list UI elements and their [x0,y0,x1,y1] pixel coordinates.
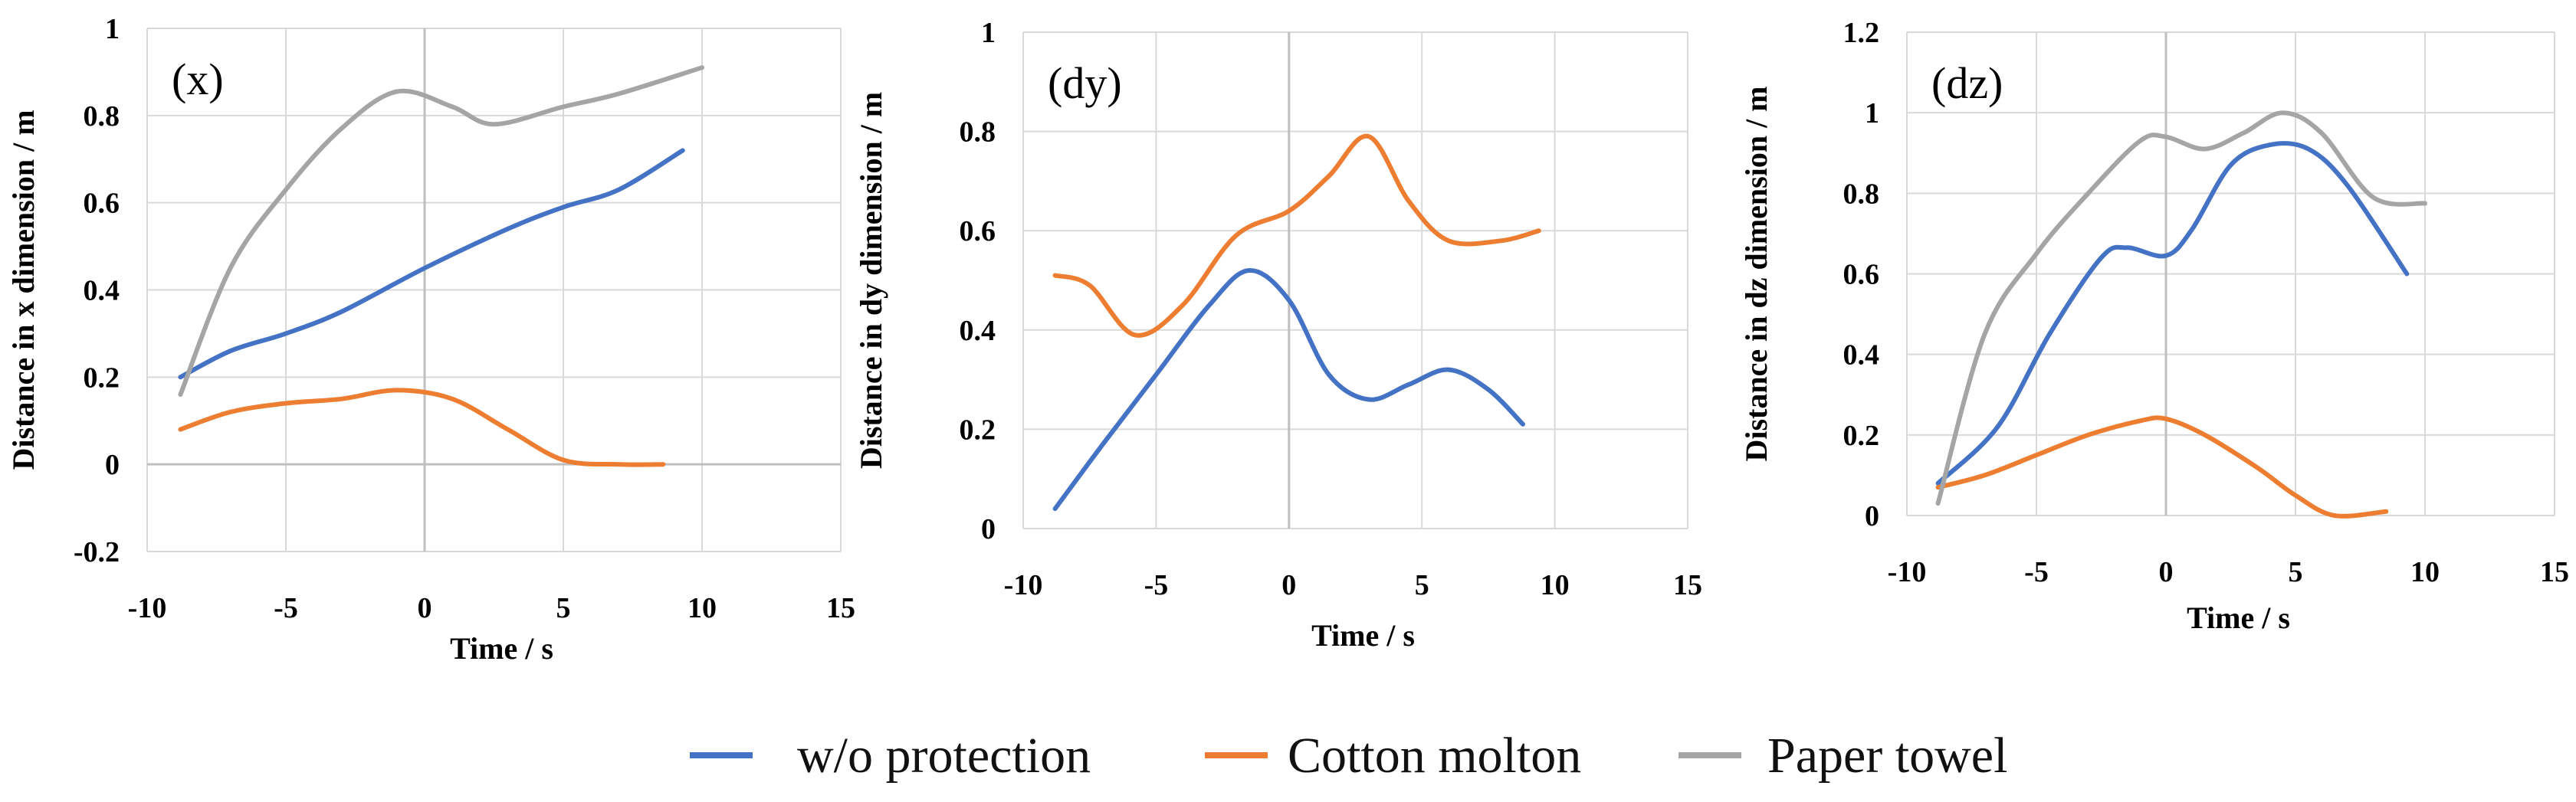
y-tick-label: 0.2 [960,414,996,446]
series-line-cotton-molton [1052,133,1541,338]
panel-x: -0.2 0 0.2 0.4 0.6 0.8 1 -10 -5 0 5 10 15 (x) Time / s… [6,13,855,666]
x-tick-label: -5 [274,592,298,624]
legend-label: Paper towel [1767,728,2007,784]
y-tick-label: 0 [981,513,996,545]
x-tick-label: 15 [1673,569,1702,601]
y-tick-label: 0.2 [1843,420,1880,452]
y-tick-label: 0.2 [84,362,120,394]
x-tick-label: 5 [1415,569,1429,601]
y-tick-label: 1 [981,17,996,49]
series-line-w-o-protection [178,148,685,380]
y-tick-label: 0.6 [84,188,120,220]
series-line-cotton-molton [178,388,666,467]
y-tick-label: 1 [105,13,120,45]
y-tick-label: 0.6 [1843,259,1880,291]
series-line-paper-towel [178,65,704,398]
y-tick-label: 0.8 [84,100,120,133]
y-tick-label: 0.8 [960,116,996,149]
x-tick-label: 0 [1281,569,1296,601]
y-axis-title: Distance in dy dimension / m [854,92,888,469]
y-tick-label: 0 [105,449,120,481]
x-tick-label: 0 [418,592,432,624]
y-tick-label: 1 [1865,97,1879,129]
x-tick-label: 10 [687,592,717,624]
y-axis-title: Distance in x dimension / m [6,110,41,470]
y-tick-label: 0.4 [1843,339,1880,372]
x-tick-label: 15 [826,592,855,624]
x-tick-label: 10 [1541,569,1570,601]
legend-label: Cotton molton [1288,728,1581,784]
series-line-w-o-protection [1052,268,1525,512]
y-tick-label: 0 [1865,500,1879,532]
y-tick-label: 0.8 [1843,178,1880,210]
panel-dy: 0 0.2 0.4 0.6 0.8 1 -10 -5 0 5 10 15 (dy) Time / s Dis… [854,17,1702,653]
x-tick-label: 15 [2540,556,2569,588]
legend-label: w/o protection [797,728,1091,784]
y-tick-label: 0.6 [960,215,996,247]
x-tick-label: 10 [2410,556,2440,588]
series-line-paper-towel [1935,110,2427,506]
x-tick-label: 5 [2289,556,2303,588]
x-tick-label: 0 [2159,556,2174,588]
legend: w/o protection Cotton molton Paper towel [690,728,2007,784]
panel-label: (dz) [1931,58,2003,108]
y-tick-label: 0.4 [84,275,120,307]
x-axis-title: Time / s [1311,618,1415,653]
x-tick-label: -10 [1004,569,1043,601]
panel-label: (dy) [1048,58,1122,108]
x-axis-title: Time / s [450,631,553,666]
x-tick-label: -10 [128,592,167,624]
series-line-w-o-protection [1935,141,2410,486]
x-axis-title: Time / s [2187,601,2290,635]
x-tick-label: 5 [556,592,571,624]
series-line-cotton-molton [1935,415,2389,519]
x-tick-label: -5 [1144,569,1169,601]
y-tick-label: 0.4 [960,315,996,347]
y-tick-label: 1.2 [1843,17,1880,49]
x-tick-label: -10 [1888,556,1927,588]
y-axis-title: Distance in dz dimension / m [1739,86,1774,461]
x-tick-label: -5 [2024,556,2049,588]
panel-dz: 0 0.2 0.4 0.6 0.8 1 1.2 -10 -5 0 5 10 15 (dz) Time / s… [1739,17,2569,635]
y-tick-label: -0.2 [74,536,120,568]
panel-label: (x) [172,54,224,104]
